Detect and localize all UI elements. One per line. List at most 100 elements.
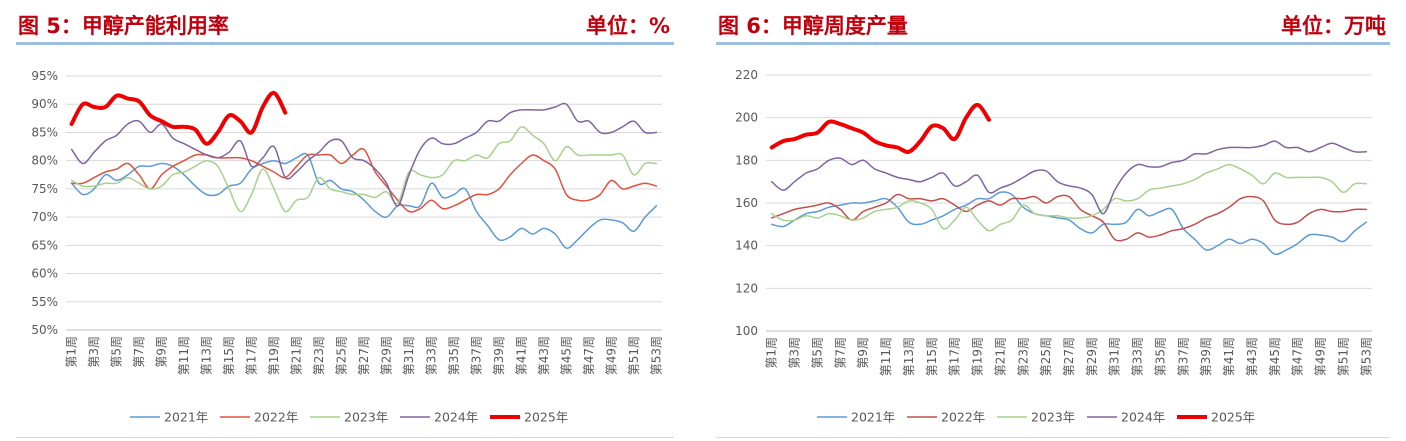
x-tick-label: 第45周 [559, 336, 573, 375]
y-tick-label: 100 [735, 324, 758, 338]
x-tick-label: 第13周 [200, 336, 214, 375]
x-tick-label: 第19周 [971, 337, 985, 376]
y-tick-label: 85% [31, 125, 58, 139]
x-tick-label: 第53周 [1359, 337, 1373, 376]
x-tick-label: 第3周 [87, 336, 101, 368]
x-tick-label: 第29周 [379, 336, 393, 375]
legend-label: 2023年 [344, 410, 388, 425]
legend-label: 2024年 [434, 410, 478, 425]
x-tick-label: 第35周 [1153, 337, 1167, 376]
legend-label: 2023年 [1031, 410, 1075, 425]
legend-label: 2024年 [1121, 410, 1165, 425]
series-line-2024年 [70, 102, 658, 207]
y-tick-label: 60% [31, 267, 58, 281]
legend-label: 2025年 [1211, 410, 1255, 425]
chart-unit: 单位：% [585, 14, 670, 38]
x-tick-label: 第49周 [1314, 337, 1328, 376]
series-line-2021年 [770, 191, 1368, 256]
y-tick-label: 180 [735, 153, 758, 167]
y-tick-label: 55% [31, 295, 58, 309]
x-tick-label: 第11周 [879, 337, 893, 376]
y-tick-label: 75% [31, 182, 58, 196]
x-tick-label: 第25周 [1039, 337, 1053, 376]
x-tick-label: 第39周 [1199, 337, 1213, 376]
x-tick-label: 第31周 [1108, 337, 1122, 376]
series-line-2023年 [70, 126, 658, 213]
series-line-2025年 [69, 90, 288, 146]
y-tick-label: 80% [31, 154, 58, 168]
x-tick-label: 第47周 [582, 336, 596, 375]
x-tick-label: 第29周 [1085, 337, 1099, 376]
x-tick-label: 第45周 [1268, 337, 1282, 376]
x-tick-label: 第53周 [649, 336, 663, 375]
x-tick-label: 第39周 [492, 336, 506, 375]
footer-divider [16, 437, 674, 438]
x-tick-label: 第41周 [1222, 337, 1236, 376]
capacity-utilization-panel: 图 5：甲醇产能利用率 单位：% 50% 55% 60% 65% 70% 75% 80% 85… [0, 0, 690, 441]
x-tick-label: 第49周 [604, 336, 618, 375]
x-tick-label: 第7周 [132, 336, 146, 368]
x-tick-label: 第47周 [1291, 337, 1305, 376]
x-tick-label: 第9周 [856, 337, 870, 369]
x-tick-label: 第27周 [357, 336, 371, 375]
chart-header: 图 5：甲醇产能利用率 单位：% [16, 6, 674, 45]
series-line-2022年 [770, 193, 1368, 242]
y-tick-label: 160 [735, 196, 758, 210]
legend-label: 2022年 [254, 410, 298, 425]
x-tick-label: 第7周 [833, 337, 847, 369]
x-tick-label: 第3周 [788, 337, 802, 369]
footer-divider [716, 437, 1390, 438]
y-tick-label: 95% [31, 69, 58, 83]
x-tick-label: 第33周 [1131, 337, 1145, 376]
series-line-2025年 [769, 102, 991, 154]
series-line-2024年 [770, 140, 1368, 215]
chart-unit: 单位：万吨 [1281, 14, 1386, 38]
series-line-2021年 [70, 152, 658, 249]
x-tick-label: 第43周 [1245, 337, 1259, 376]
y-tick-label: 200 [735, 111, 758, 125]
y-tick-label: 90% [31, 97, 58, 111]
x-tick-label: 第15周 [925, 337, 939, 376]
chart-title: 图 6：甲醇周度产量 [718, 14, 908, 38]
capacity-utilization-chart: 50%55%60%65%70%75%80%85%90%95%第1周 第3周 第5周第… [31, 69, 663, 425]
x-tick-label: 第13周 [902, 337, 916, 376]
y-tick-label: 220 [735, 68, 758, 82]
x-tick-label: 第37周 [469, 336, 483, 375]
x-tick-label: 第17周 [245, 336, 259, 375]
x-tick-label: 第19周 [267, 336, 281, 375]
x-tick-label: 第31周 [402, 336, 416, 375]
legend-label: 2025年 [524, 410, 568, 425]
x-tick-label: 第9周 [155, 336, 169, 368]
y-tick-label: 70% [31, 210, 58, 224]
x-tick-label: 第51周 [1336, 337, 1350, 376]
x-tick-label: 第1周 [765, 337, 779, 369]
series-line-2022年 [70, 147, 658, 213]
chart-header: 图 6：甲醇周度产量 单位：万吨 [716, 6, 1390, 45]
legend-label: 2021年 [851, 410, 895, 425]
x-tick-label: 第15周 [222, 336, 236, 375]
x-tick-label: 第51周 [627, 336, 641, 375]
x-tick-label: 第25周 [335, 336, 349, 375]
x-tick-label: 第1周 [65, 336, 79, 368]
series-line-2023年 [770, 163, 1368, 232]
x-tick-label: 第17周 [948, 337, 962, 376]
x-tick-label: 第41周 [514, 336, 528, 375]
y-tick-label: 140 [735, 239, 758, 253]
x-tick-label: 第27周 [1062, 337, 1076, 376]
x-tick-label: 第5周 [810, 337, 824, 369]
x-tick-label: 第43周 [537, 336, 551, 375]
weekly-output-chart: 100 120 140 160 180 200 220 第1周 第3周 第5周 第7周 第9周 第11周… [735, 68, 1373, 425]
x-tick-label: 第21周 [993, 337, 1007, 376]
x-tick-label: 第23周 [1016, 337, 1030, 376]
y-tick-label: 65% [31, 238, 58, 252]
weekly-output-panel: 图 6：甲醇周度产量 单位：万吨 100 120 140 160 180 200 220 第1… [700, 0, 1406, 441]
chart-title: 图 5：甲醇产能利用率 [18, 14, 229, 38]
x-tick-label: 第21周 [290, 336, 304, 375]
legend-label: 2022年 [941, 410, 985, 425]
x-tick-label: 第37周 [1176, 337, 1190, 376]
x-tick-label: 第5周 [110, 336, 124, 368]
x-tick-label: 第35周 [447, 336, 461, 375]
y-tick-label: 50% [31, 323, 58, 337]
x-tick-label: 第11周 [177, 336, 191, 375]
y-tick-label: 120 [735, 281, 758, 295]
